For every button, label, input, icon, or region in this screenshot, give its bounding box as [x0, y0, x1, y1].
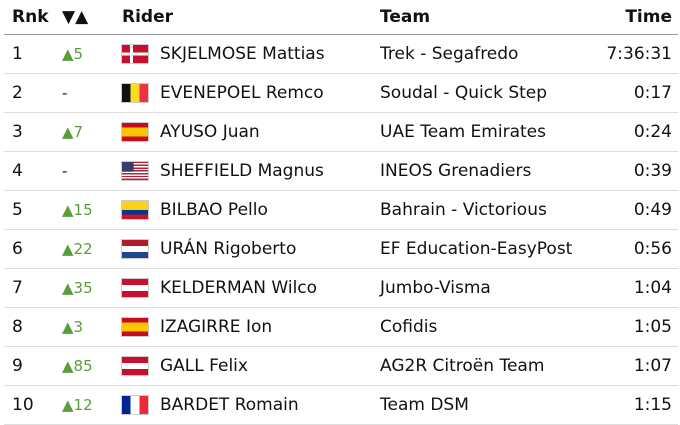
rank: 9: [12, 356, 23, 376]
rider-name: EVENEPOEL Remco: [160, 83, 324, 103]
header-cell: Rider: [122, 7, 173, 27]
time: 0:39: [633, 161, 672, 181]
table-row: 6 ▲22 URÁN Rigoberto EF Education-EasyPost 0…: [4, 230, 678, 269]
rider-name: IZAGIRRE Ion: [160, 317, 273, 337]
rider-name: BILBAO Pello: [160, 200, 268, 220]
country-flag: [122, 84, 148, 102]
table-row: 10 ▲12 BARDET Romain Team DSM 1:15: [4, 386, 678, 425]
header-cell: ▼▲: [62, 7, 89, 27]
rider-name: URÁN Rigoberto: [160, 239, 297, 259]
team-name: AG2R Citroën Team: [380, 356, 545, 376]
time: 0:17: [633, 83, 672, 103]
rider-name: GALL Felix: [160, 356, 248, 376]
rider-name: SKJELMOSE Mattias: [160, 44, 325, 64]
rider-name: KELDERMAN Wilco: [160, 278, 318, 298]
table-row: 7 ▲35 KELDERMAN Wilco Jumbo-Visma 1:04: [4, 269, 678, 308]
team-name: Soudal - Quick Step: [380, 83, 548, 103]
country-flag: [122, 162, 148, 180]
country-flag: [122, 240, 148, 258]
country-flag: [122, 396, 148, 414]
rank: 7: [12, 278, 23, 298]
team-name: Team DSM: [380, 395, 469, 415]
country-flag: [122, 201, 148, 219]
rank: 6: [12, 239, 23, 259]
header-cell: Time: [625, 7, 672, 27]
time: 0:24: [633, 122, 672, 142]
rank-change: ▲15: [62, 201, 93, 219]
rank: 2: [12, 83, 23, 103]
rank-change: -: [62, 162, 68, 180]
rank-change: ▲22: [62, 240, 93, 258]
time: 7:36:31: [606, 44, 672, 64]
rank: 4: [12, 161, 23, 181]
rank-change: ▲5: [62, 45, 84, 63]
header-row: Rnk ▼▲ Rider Team Time: [4, 0, 678, 35]
time: 0:56: [633, 239, 672, 259]
rider-name: AYUSO Juan: [160, 122, 260, 142]
table-row: 1 ▲5 SKJELMOSE Mattias Trek - Segafredo 7:36…: [4, 35, 678, 74]
rank-change: ▲7: [62, 123, 84, 141]
team-name: INEOS Grenadiers: [380, 161, 532, 181]
country-flag: [122, 279, 148, 297]
team-name: EF Education-EasyPost: [380, 239, 573, 259]
rank: 8: [12, 317, 23, 337]
team-name: Bahrain - Victorious: [380, 200, 547, 220]
country-flag: [122, 123, 148, 141]
rank: 1: [12, 44, 23, 64]
rank-change: ▲12: [62, 396, 93, 414]
table-row: 5 ▲15 BILBAO Pello Bahrain - Victorious 0:49: [4, 191, 678, 230]
rank-change: ▲85: [62, 357, 93, 375]
team-name: Jumbo-Visma: [380, 278, 491, 298]
team-name: Trek - Segafredo: [380, 44, 519, 64]
country-flag: [122, 357, 148, 375]
country-flag: [122, 318, 148, 336]
rider-name: SHEFFIELD Magnus: [160, 161, 324, 181]
header-cell: Rnk: [12, 7, 49, 27]
header-cell: Team: [380, 7, 431, 27]
table-row: 8 ▲3 IZAGIRRE Ion Cofidis 1:05: [4, 308, 678, 347]
table-row: 9 ▲85 GALL Felix AG2R Citroën Team 1:07: [4, 347, 678, 386]
time: 1:05: [633, 317, 672, 337]
rider-name: BARDET Romain: [160, 395, 299, 415]
table-row: 4 - SHEFFIELD Magnus INEOS Grenadiers 0:39: [4, 152, 678, 191]
country-flag: [122, 45, 148, 63]
rank: 5: [12, 200, 23, 220]
rank-change: ▲35: [62, 279, 93, 297]
rank-change: ▲3: [62, 318, 84, 336]
time: 0:49: [633, 200, 672, 220]
time: 1:04: [633, 278, 672, 298]
rank: 10: [12, 395, 34, 415]
table-row: 3 ▲7 AYUSO Juan UAE Team Emirates 0:24: [4, 113, 678, 152]
time: 1:15: [633, 395, 672, 415]
time: 1:07: [633, 356, 672, 376]
rank-change: -: [62, 84, 68, 102]
team-name: UAE Team Emirates: [380, 122, 546, 142]
rank: 3: [12, 122, 23, 142]
table-row: 2 - EVENEPOEL Remco Soudal - Quick Step 0:17: [4, 74, 678, 113]
team-name: Cofidis: [380, 317, 438, 337]
